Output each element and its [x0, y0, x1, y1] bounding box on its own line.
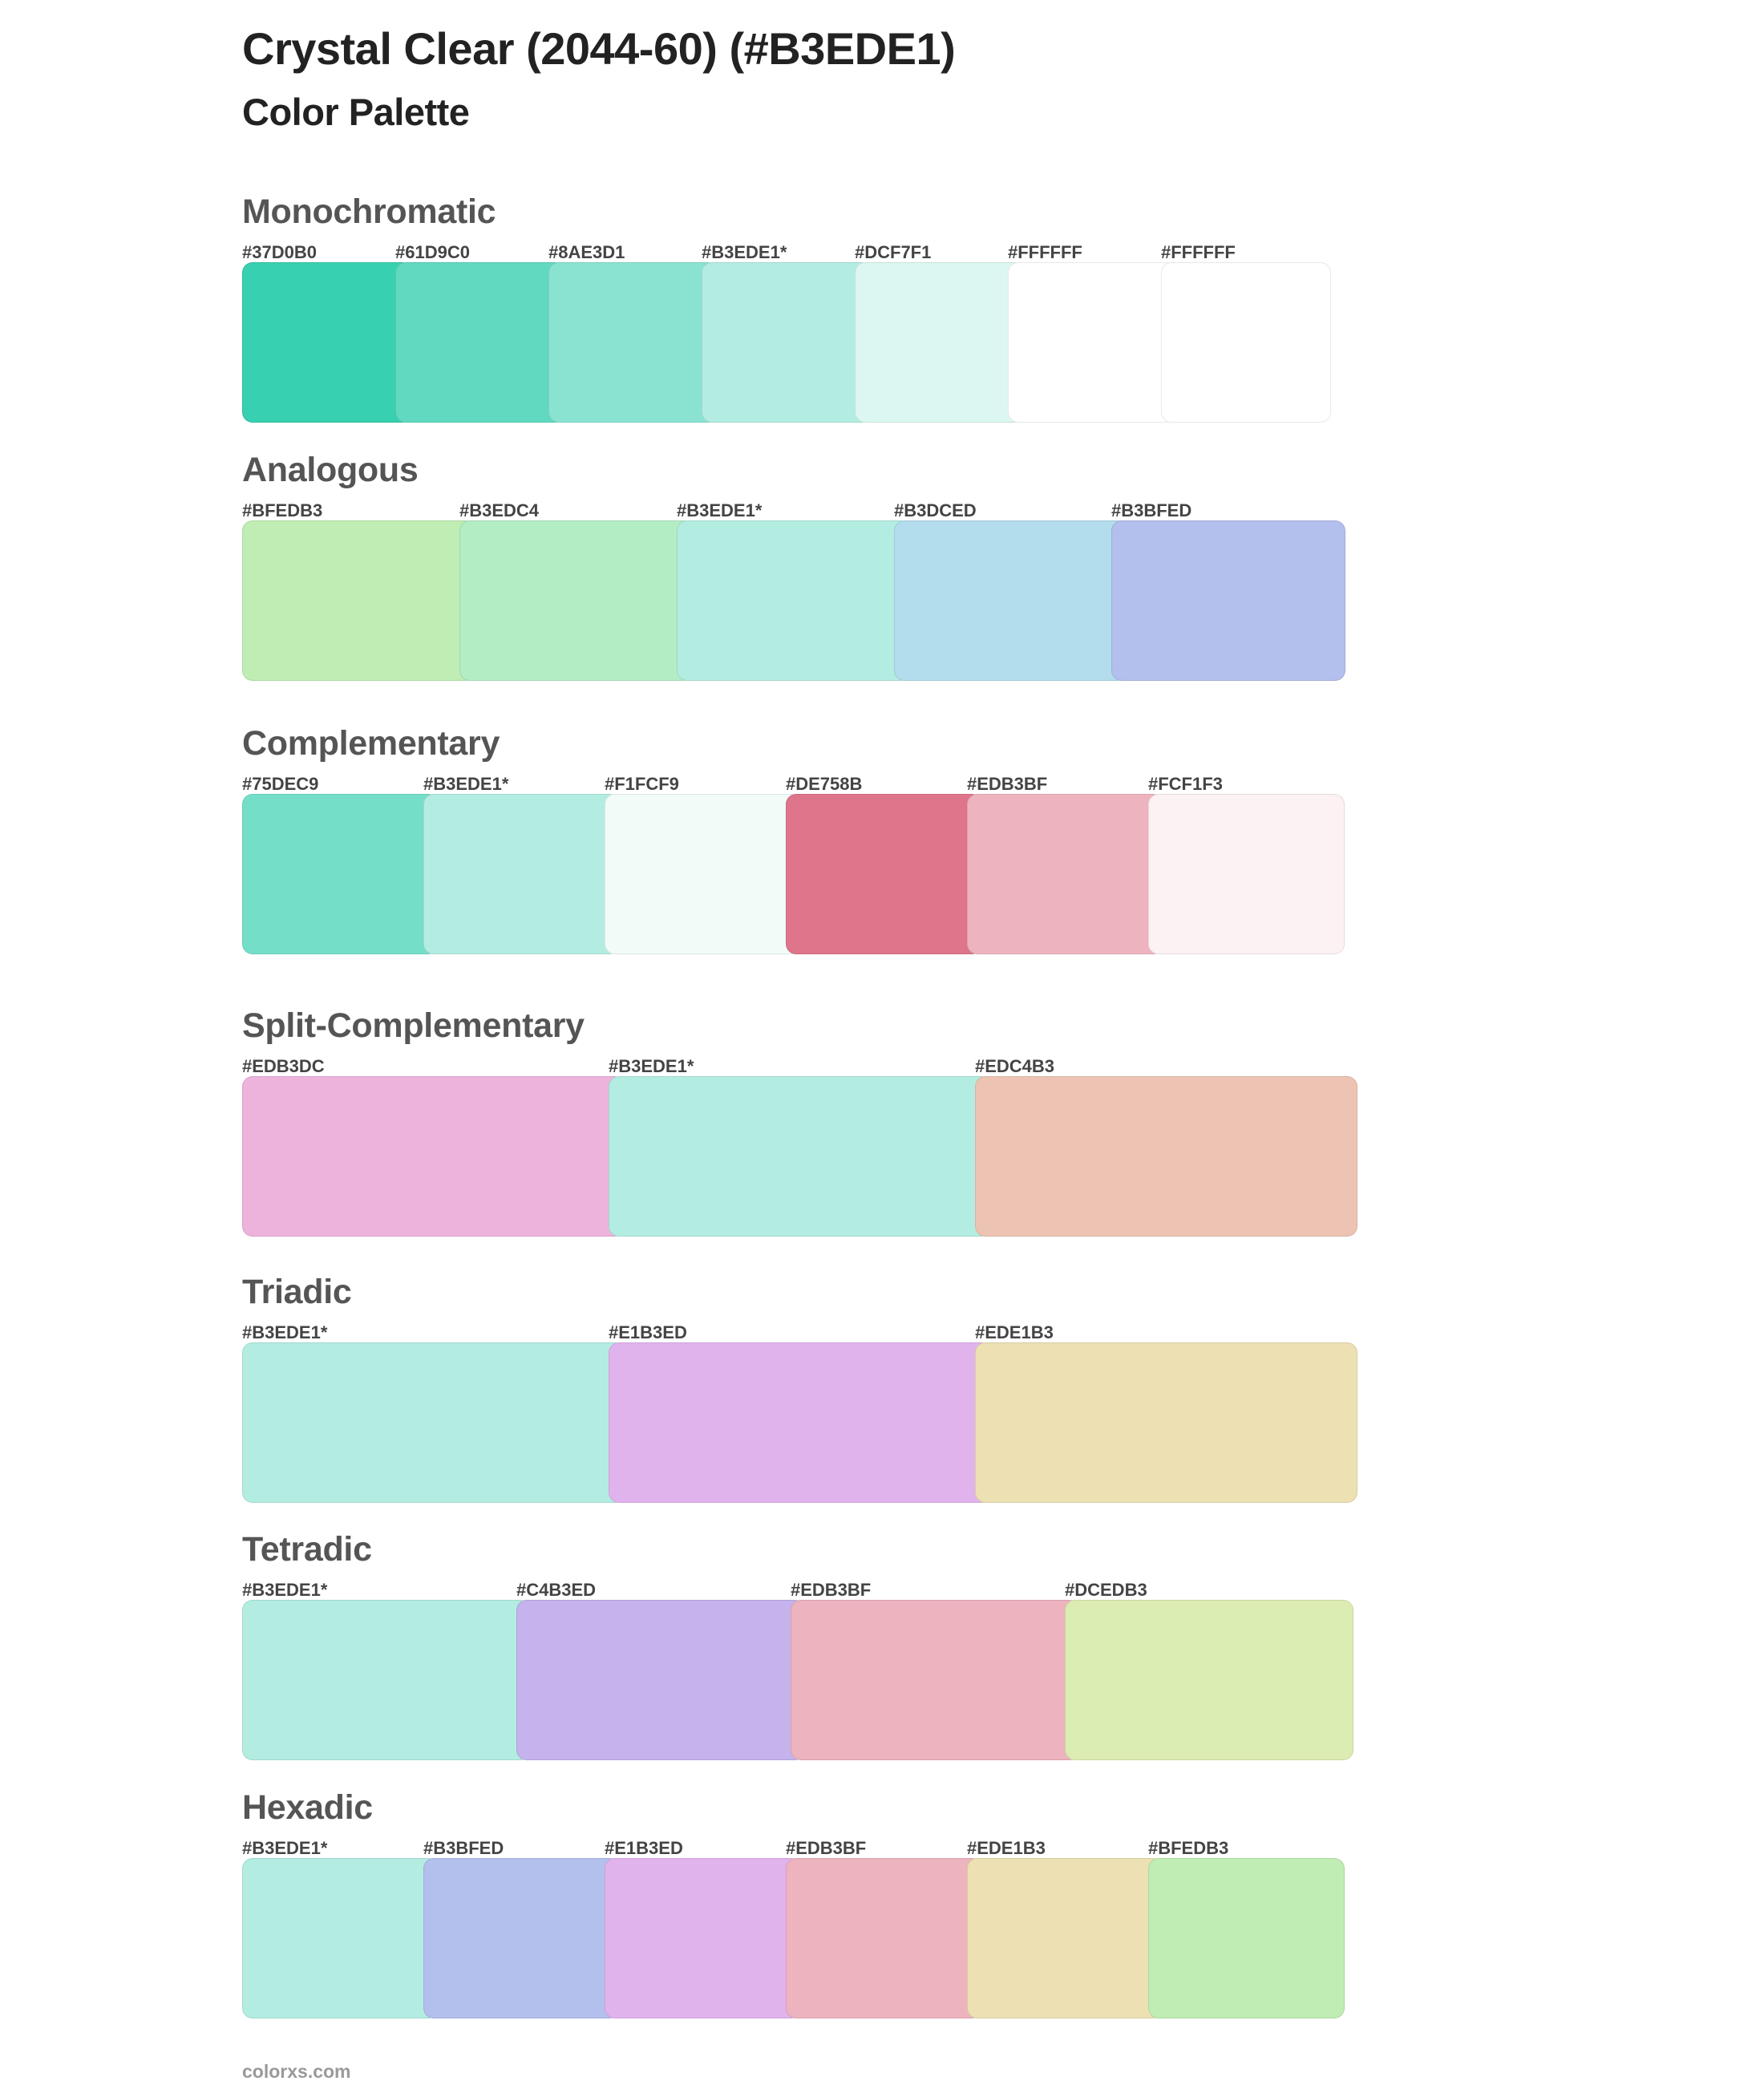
section-hexadic: Hexadic #B3EDE1* #B3BFED #E1B3ED #EDB3BF #EDE…: [242, 1788, 1445, 2045]
swatch-label: #FFFFFF: [1161, 242, 1236, 262]
swatch-label: #B3EDC4: [459, 500, 540, 520]
swatch-label: #BFEDB3: [1148, 1838, 1229, 1858]
color-swatch[interactable]: [1111, 520, 1345, 681]
page-subtitle: Color Palette: [242, 91, 470, 133]
color-swatch[interactable]: [395, 262, 565, 423]
color-swatch[interactable]: [516, 1600, 805, 1760]
section-analogous: Analogous #BFEDB3 #B3EDC4 #B3EDE1* #B3DCED #B…: [242, 451, 1445, 707]
swatch-label: #8AE3D1: [548, 242, 625, 262]
swatch-label: #F1FCF9: [605, 774, 679, 794]
color-swatch[interactable]: [609, 1342, 991, 1503]
color-swatch[interactable]: [242, 520, 476, 681]
section-tetradic: Tetradic #B3EDE1* #C4B3ED #EDB3BF #DCEDB3: [242, 1530, 1445, 1787]
swatch-label: #75DEC9: [242, 774, 319, 794]
color-swatch[interactable]: [1148, 1858, 1345, 2018]
swatch-label: #B3BFED: [1111, 500, 1192, 520]
section-monochromatic: Monochromatic #37D0B0 #61D9C0 #8AE3D1 #B3EDE…: [242, 192, 1445, 449]
swatch-label: #DCEDB3: [1065, 1580, 1147, 1600]
color-swatch[interactable]: [786, 794, 982, 954]
swatch-label: #B3EDE1*: [609, 1056, 694, 1076]
color-swatch[interactable]: [967, 1858, 1163, 2018]
color-swatch[interactable]: [459, 520, 694, 681]
swatch-label: #B3EDE1*: [242, 1322, 328, 1342]
footer-site-link[interactable]: colorxs.com: [242, 2061, 351, 2082]
swatch-label: #B3EDE1*: [423, 774, 509, 794]
section-heading: Triadic: [242, 1273, 352, 1311]
swatch-label: #EDB3BF: [786, 1838, 867, 1858]
swatch-label: #B3DCED: [894, 500, 977, 520]
swatch-label: #FCF1F3: [1148, 774, 1223, 794]
swatch-label: #EDB3BF: [791, 1580, 872, 1600]
swatch-label: #EDB3BF: [967, 774, 1048, 794]
swatch-label: #EDE1B3: [975, 1322, 1054, 1342]
section-split-complementary: Split-Complementary #EDB3DC #B3EDE1* #EDC4B…: [242, 1006, 1445, 1263]
swatch-label: #EDB3DC: [242, 1056, 325, 1076]
swatch-label: #B3EDE1*: [242, 1838, 328, 1858]
color-swatch[interactable]: [548, 262, 718, 423]
color-swatch[interactable]: [605, 794, 801, 954]
section-complementary: Complementary #75DEC9 #B3EDE1* #F1FCF9 #DE75…: [242, 724, 1445, 981]
swatch-label: #DCF7F1: [855, 242, 932, 262]
color-swatch[interactable]: [242, 1858, 439, 2018]
section-heading: Tetradic: [242, 1530, 372, 1569]
swatch-label: #E1B3ED: [605, 1838, 683, 1858]
color-swatch[interactable]: [423, 794, 620, 954]
swatch-label: #EDE1B3: [967, 1838, 1046, 1858]
color-swatch[interactable]: [242, 794, 439, 954]
color-swatch[interactable]: [791, 1600, 1079, 1760]
swatch-label: #C4B3ED: [516, 1580, 597, 1600]
color-swatch[interactable]: [702, 262, 872, 423]
color-swatch[interactable]: [894, 520, 1128, 681]
color-swatch[interactable]: [609, 1076, 991, 1237]
color-swatch[interactable]: [975, 1076, 1357, 1237]
swatch-label: #E1B3ED: [609, 1322, 687, 1342]
swatch-label: #B3EDE1*: [242, 1580, 328, 1600]
color-swatch[interactable]: [967, 794, 1163, 954]
swatch-label: #EDC4B3: [975, 1056, 1055, 1076]
section-heading: Complementary: [242, 724, 500, 763]
section-heading: Monochromatic: [242, 192, 496, 231]
section-heading: Hexadic: [242, 1788, 373, 1827]
swatch-label: #DE758B: [786, 774, 863, 794]
color-swatch[interactable]: [242, 1076, 625, 1237]
page-title: Crystal Clear (2044-60) (#B3EDE1): [242, 23, 956, 74]
color-swatch[interactable]: [786, 1858, 982, 2018]
color-swatch[interactable]: [975, 1342, 1357, 1503]
color-swatch[interactable]: [605, 1858, 801, 2018]
swatch-label: #FFFFFF: [1008, 242, 1082, 262]
section-heading: Analogous: [242, 451, 419, 489]
swatch-label: #B3EDE1*: [677, 500, 763, 520]
section-triadic: Triadic #B3EDE1* #E1B3ED #EDE1B3: [242, 1273, 1445, 1529]
swatch-label: #B3EDE1*: [702, 242, 787, 262]
color-swatch[interactable]: [242, 1342, 625, 1503]
swatch-label: #37D0B0: [242, 242, 317, 262]
color-swatch[interactable]: [242, 262, 412, 423]
swatch-label: #61D9C0: [395, 242, 470, 262]
color-swatch[interactable]: [1161, 262, 1331, 423]
swatch-label: #B3BFED: [423, 1838, 504, 1858]
color-swatch[interactable]: [423, 1858, 620, 2018]
color-swatch[interactable]: [1008, 262, 1178, 423]
color-swatch[interactable]: [1148, 794, 1345, 954]
color-swatch[interactable]: [242, 1600, 531, 1760]
swatch-label: #BFEDB3: [242, 500, 323, 520]
section-heading: Split-Complementary: [242, 1006, 585, 1045]
color-swatch[interactable]: [855, 262, 1025, 423]
color-swatch[interactable]: [677, 520, 911, 681]
color-swatch[interactable]: [1065, 1600, 1353, 1760]
